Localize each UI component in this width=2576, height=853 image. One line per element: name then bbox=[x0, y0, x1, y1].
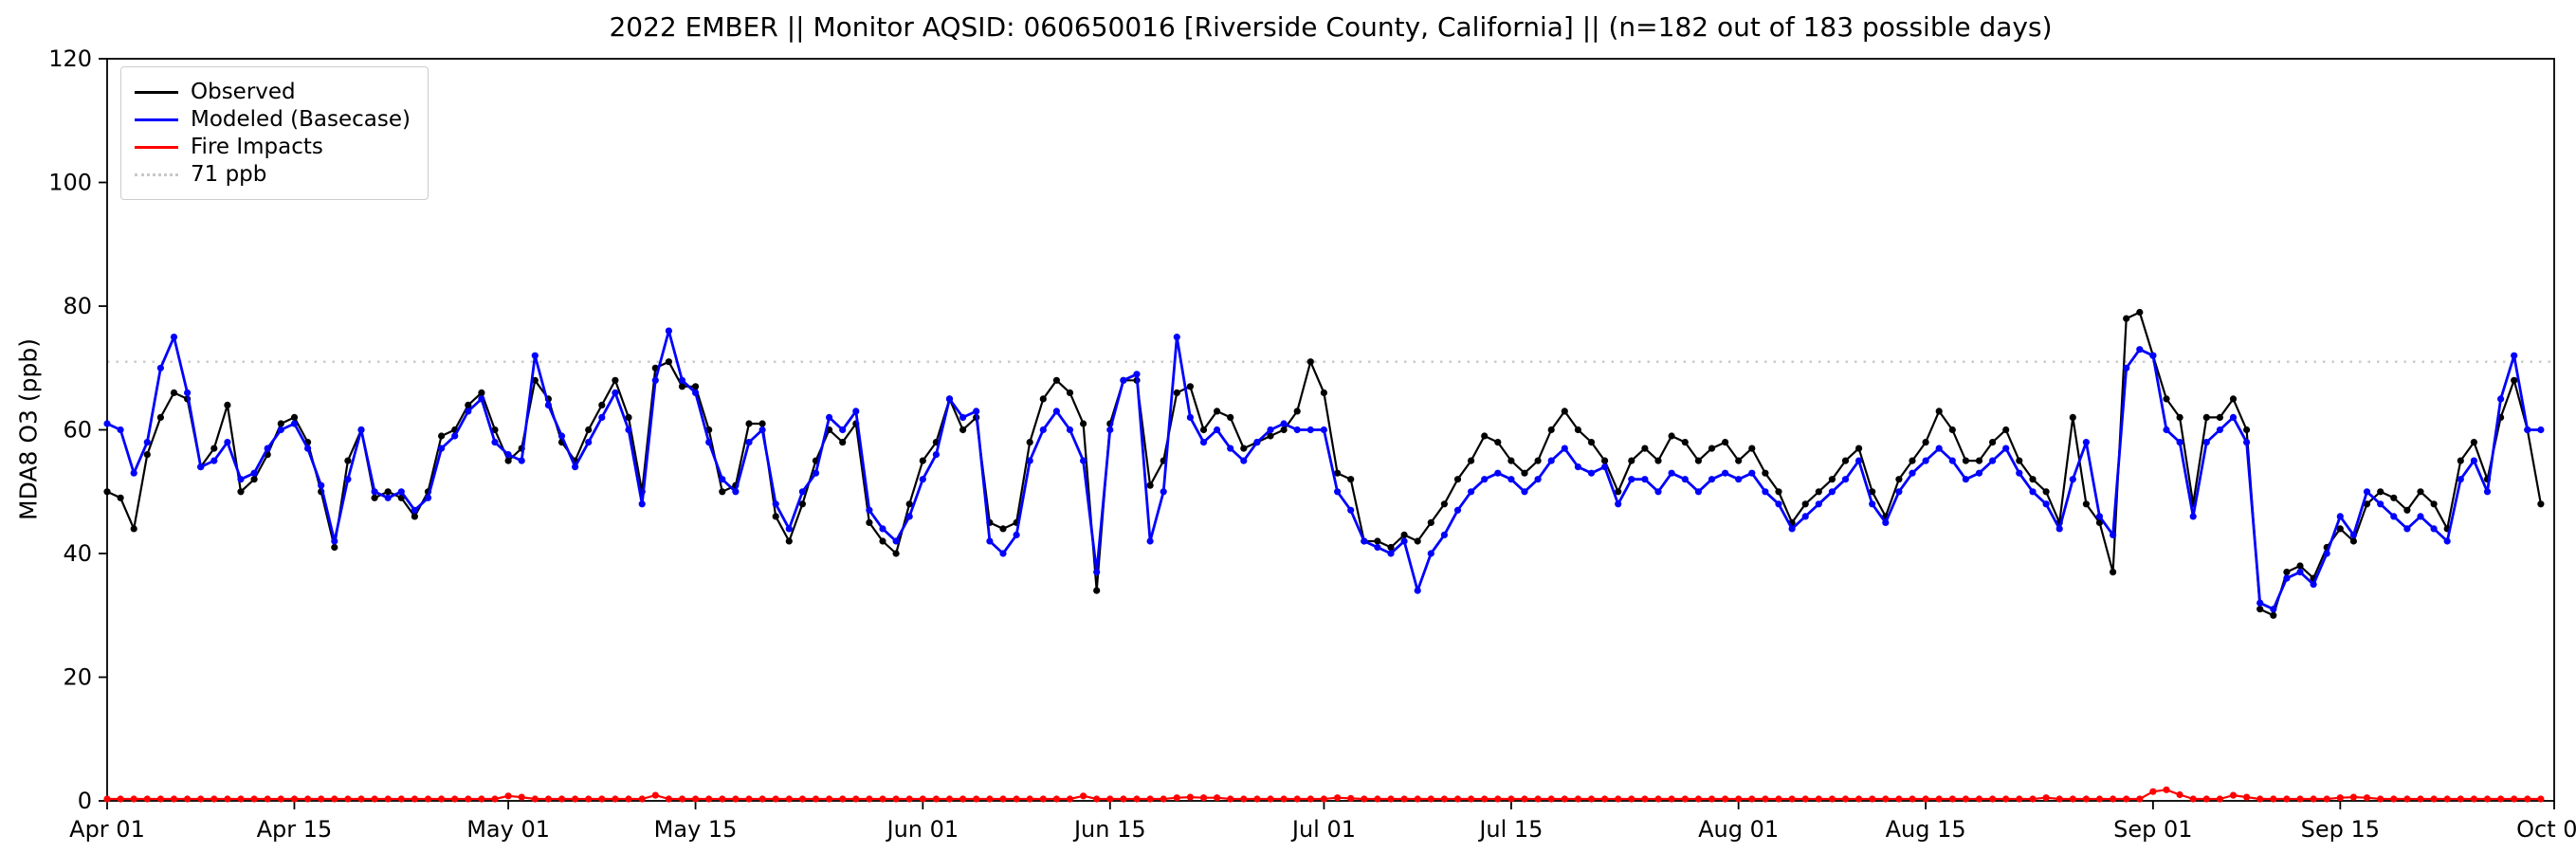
legend-item-fire-impacts: Fire Impacts bbox=[135, 135, 411, 159]
svg-text:Jun 01: Jun 01 bbox=[885, 816, 959, 843]
chart-title: 2022 EMBER || Monitor AQSID: 060650016 [… bbox=[609, 11, 2053, 43]
svg-text:Apr 15: Apr 15 bbox=[257, 816, 333, 843]
svg-text:May 15: May 15 bbox=[654, 816, 738, 843]
svg-text:Sep 15: Sep 15 bbox=[2301, 816, 2380, 843]
svg-text:Aug 01: Aug 01 bbox=[1698, 816, 1779, 843]
legend-label-observed: Observed bbox=[191, 80, 296, 104]
threshold-line-swatch bbox=[135, 172, 178, 176]
svg-text:Jun 15: Jun 15 bbox=[1072, 816, 1146, 843]
svg-text:Jul 01: Jul 01 bbox=[1290, 816, 1356, 843]
svg-text:120: 120 bbox=[48, 45, 92, 72]
legend-label-threshold: 71 ppb bbox=[191, 162, 267, 187]
y-axis-label: MDA8 O3 (ppb) bbox=[14, 338, 43, 520]
svg-text:20: 20 bbox=[63, 664, 92, 691]
legend-item-threshold: 71 ppb bbox=[135, 162, 411, 187]
modeled-line-swatch bbox=[135, 118, 178, 121]
svg-text:Oct 01: Oct 01 bbox=[2516, 816, 2576, 843]
svg-text:Aug 15: Aug 15 bbox=[1886, 816, 1966, 843]
svg-text:80: 80 bbox=[63, 293, 92, 319]
svg-text:100: 100 bbox=[48, 170, 92, 196]
svg-text:40: 40 bbox=[63, 540, 92, 567]
legend-label-fire-impacts: Fire Impacts bbox=[191, 135, 323, 159]
fire-impacts-line-swatch bbox=[135, 145, 178, 149]
legend-item-observed: Observed bbox=[135, 80, 411, 104]
svg-text:Apr 01: Apr 01 bbox=[69, 816, 145, 843]
svg-text:Jul 15: Jul 15 bbox=[1477, 816, 1543, 843]
svg-text:0: 0 bbox=[78, 788, 92, 814]
observed-line-swatch bbox=[135, 90, 178, 94]
legend: Observed Modeled (Basecase) Fire Impacts… bbox=[120, 66, 429, 200]
legend-item-modeled: Modeled (Basecase) bbox=[135, 107, 411, 132]
svg-text:60: 60 bbox=[63, 417, 92, 444]
legend-label-modeled: Modeled (Basecase) bbox=[191, 107, 411, 132]
svg-text:May 01: May 01 bbox=[466, 816, 550, 843]
svg-text:Sep 01: Sep 01 bbox=[2113, 816, 2192, 843]
